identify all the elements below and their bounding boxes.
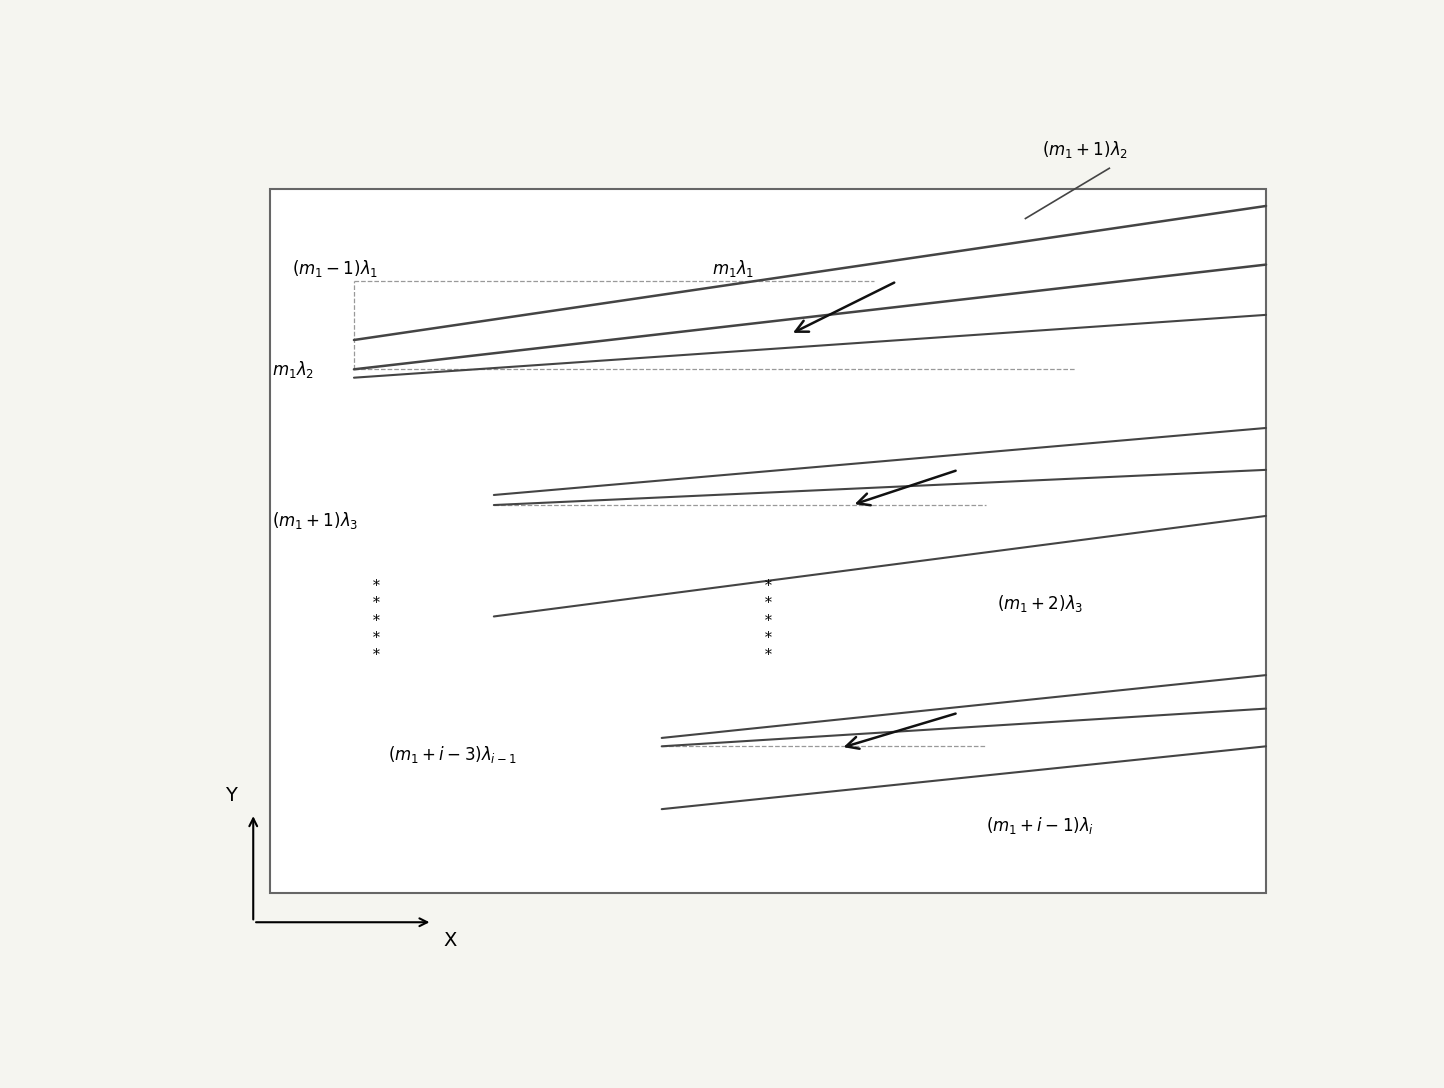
Text: $(m_1-1)\lambda_1$: $(m_1-1)\lambda_1$	[292, 258, 378, 280]
Text: *
*
*
*
*: * * * * *	[373, 579, 380, 663]
FancyBboxPatch shape	[270, 189, 1266, 893]
Text: $(m_1+1)\lambda_3$: $(m_1+1)\lambda_3$	[273, 509, 358, 531]
Text: $(m_1+i-1)\lambda_i$: $(m_1+i-1)\lambda_i$	[986, 815, 1095, 837]
Text: $m_1\lambda_2$: $m_1\lambda_2$	[273, 359, 315, 380]
Text: *
*
*
*
*: * * * * *	[764, 579, 771, 663]
Text: $(m_1+i-3)\lambda_{i-1}$: $(m_1+i-3)\lambda_{i-1}$	[387, 744, 517, 765]
Text: Y: Y	[225, 786, 237, 805]
Text: $(m_1+1)\lambda_2$: $(m_1+1)\lambda_2$	[1043, 139, 1128, 160]
Text: $(m_1+2)\lambda_3$: $(m_1+2)\lambda_3$	[998, 593, 1084, 615]
Text: $m_1\lambda_1$: $m_1\lambda_1$	[712, 258, 754, 280]
Text: X: X	[443, 930, 456, 950]
